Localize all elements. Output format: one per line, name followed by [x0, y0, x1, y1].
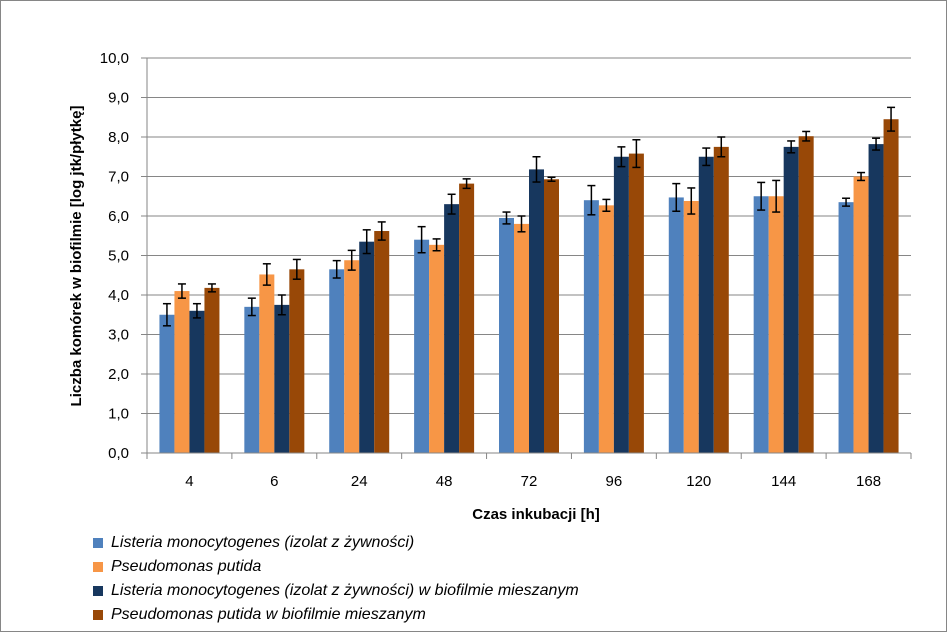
bar [698, 156, 714, 453]
bar [583, 200, 599, 453]
legend-item: Pseudomonas putida w biofilmie mieszanym [93, 603, 579, 627]
error-bars [162, 106, 896, 327]
bar [244, 306, 260, 453]
y-tick-label: 7,0 [108, 169, 129, 186]
bar [429, 244, 445, 453]
bar [853, 176, 869, 453]
bar [189, 310, 205, 453]
bar [798, 136, 814, 453]
legend-item: Listeria monocytogenes (izolat z żywnośc… [93, 531, 579, 555]
x-tick-label: 144 [771, 473, 796, 490]
y-tick-label: 4,0 [108, 287, 129, 304]
bar [883, 119, 899, 453]
x-tick-label: 48 [436, 473, 453, 490]
y-tick-label: 3,0 [108, 327, 129, 344]
bar [783, 146, 799, 453]
y-tick-label: 2,0 [108, 366, 129, 383]
bar [838, 202, 854, 453]
x-tick-label: 24 [351, 473, 368, 490]
bar [598, 205, 614, 453]
bar [274, 304, 290, 453]
bar [613, 156, 629, 453]
axes [146, 58, 912, 459]
bar [499, 217, 514, 453]
x-tick-label: 6 [270, 473, 278, 490]
legend-label-pseudomonas: Pseudomonas putida [111, 558, 262, 575]
legend-swatch-pseudomonas-mixed [93, 610, 103, 620]
bar [174, 291, 190, 453]
x-tick-label: 4 [185, 473, 193, 490]
x-tick-labels: 4 6 24 48 72 96 120 144 168 [185, 473, 881, 490]
x-axis-title: Czas inkubacji [h] [472, 506, 600, 523]
bar [768, 196, 784, 453]
y-tick-labels: 0,0 1,0 2,0 3,0 4,0 5,0 6,0 7,0 8,0 9,0 10,0 [100, 50, 129, 462]
bar [444, 204, 460, 453]
bar [259, 274, 275, 453]
legend-item: Listeria monocytogenes (izolat z żywnośc… [93, 579, 579, 603]
y-tick-label: 0,0 [108, 445, 129, 462]
bar [459, 183, 475, 454]
bar [344, 260, 360, 453]
bar [713, 146, 729, 453]
y-tick-label: 6,0 [108, 208, 129, 225]
bar [374, 231, 390, 453]
legend-label-listeria-mixed: Listeria monocytogenes (izolat z żywnośc… [111, 582, 579, 599]
legend-swatch-listeria-mixed [93, 586, 103, 596]
x-tick-label: 96 [606, 473, 623, 490]
x-tick-label: 72 [521, 473, 538, 490]
legend-label-listeria: Listeria monocytogenes (izolat z żywnośc… [111, 534, 415, 551]
x-tick-label: 168 [856, 473, 881, 490]
legend-label-pseudomonas-mixed: Pseudomonas putida w biofilmie mieszanym [111, 606, 426, 623]
legend-swatch-pseudomonas [93, 562, 103, 572]
y-tick-label: 1,0 [108, 406, 129, 423]
y-tick-label: 8,0 [108, 129, 129, 146]
legend-item: Pseudomonas putida [93, 555, 579, 579]
y-tick-label: 5,0 [108, 248, 129, 265]
bar [359, 241, 375, 453]
bar [514, 223, 529, 453]
bar [289, 269, 305, 453]
bar [159, 314, 175, 453]
bar [753, 196, 769, 453]
bar [414, 239, 430, 453]
bar [668, 197, 684, 453]
bar [628, 153, 644, 453]
bar [329, 269, 345, 453]
legend: Listeria monocytogenes (izolat z żywnośc… [93, 531, 579, 627]
bar [204, 287, 220, 453]
bar [544, 179, 559, 453]
bars [159, 119, 899, 454]
bar [529, 169, 544, 453]
bar [683, 200, 699, 453]
y-axis-title: Liczba komórek w biofilmie [log jtk/płyt… [68, 106, 85, 407]
bar [868, 144, 884, 454]
y-tick-label: 10,0 [100, 50, 129, 67]
x-tick-label: 120 [686, 473, 711, 490]
legend-swatch-listeria [93, 538, 103, 548]
y-tick-label: 9,0 [108, 90, 129, 107]
